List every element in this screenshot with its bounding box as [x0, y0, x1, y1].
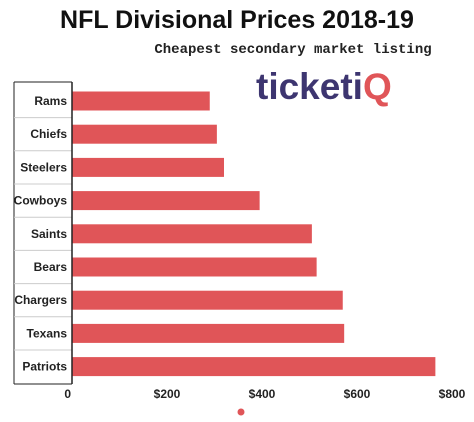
x-tick-label: $800: [439, 387, 466, 401]
decorative-dot: [237, 408, 245, 416]
x-tick-label: 0: [64, 387, 71, 401]
category-label-chargers: Chargers: [14, 293, 67, 307]
bar-bears: [72, 257, 317, 277]
ticketiq-logo: ticketiQ: [256, 66, 392, 108]
category-label-cowboys: Cowboys: [14, 194, 68, 208]
bar-patriots: [72, 357, 436, 377]
category-label-texans: Texans: [27, 326, 68, 340]
bar-rams: [72, 91, 210, 111]
logo-q-mark: Q: [362, 66, 392, 107]
bar-texans: [72, 323, 345, 343]
bar-steelers: [72, 157, 224, 177]
chart-title: NFL Divisional Prices 2018-19: [60, 6, 414, 34]
category-label-patriots: Patriots: [22, 360, 67, 374]
category-label-bears: Bears: [34, 260, 68, 274]
category-label-rams: Rams: [34, 94, 67, 108]
category-label-saints: Saints: [31, 227, 67, 241]
bar-saints: [72, 224, 312, 244]
x-tick-label: $400: [249, 387, 276, 401]
chart-subtitle: Cheapest secondary market listing: [154, 42, 432, 58]
category-label-chiefs: Chiefs: [30, 127, 67, 141]
bar-chargers: [72, 290, 343, 310]
logo-wordmark: ticketi: [256, 66, 363, 107]
x-tick-label: $200: [154, 387, 181, 401]
bar-chiefs: [72, 124, 217, 144]
category-label-steelers: Steelers: [20, 160, 67, 174]
bar-cowboys: [72, 191, 260, 211]
x-tick-label: $600: [344, 387, 371, 401]
